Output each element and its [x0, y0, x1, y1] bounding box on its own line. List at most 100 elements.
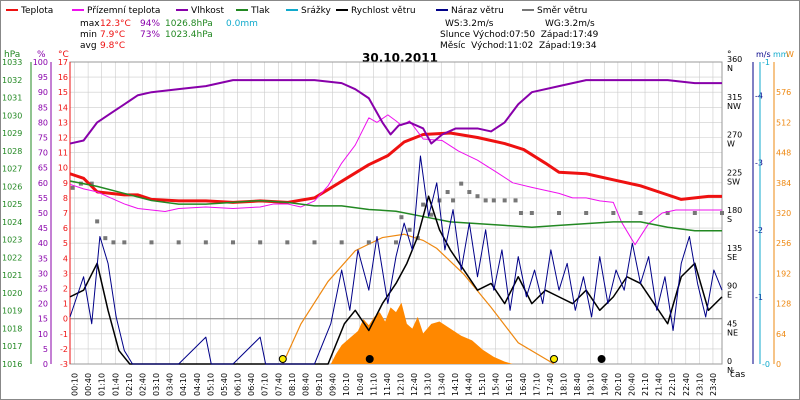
- humidity-tick: 100: [33, 58, 48, 67]
- direction-tick: 225: [727, 168, 742, 177]
- solar-unit: W: [786, 50, 794, 59]
- time-tick: 22:40: [682, 373, 691, 396]
- time-tick: 02:40: [138, 373, 147, 396]
- right-axes: ° m/s mmW0N45NE90E135SE180S225SW270W315NW3…: [727, 50, 794, 375]
- series-line: [69, 195, 723, 365]
- time-tick: 09:10: [315, 373, 324, 396]
- time-tick: 11:10: [369, 373, 378, 396]
- solar-tick: 192: [776, 269, 791, 278]
- time-tick: 09:40: [329, 373, 338, 396]
- sunrise-marker: [278, 355, 287, 363]
- time-tick: 20:10: [614, 373, 623, 396]
- stats-max-humidity: 94%: [140, 19, 160, 29]
- time-tick: 13:40: [437, 373, 446, 396]
- humidity-tick: 5: [43, 345, 48, 354]
- wind-direction-point: [557, 211, 561, 215]
- legend-label: Tlak: [250, 6, 271, 16]
- stats-min-temp: 7.9°C: [100, 30, 125, 40]
- wind-direction-point: [529, 211, 534, 215]
- temperature-tick: -3: [60, 360, 68, 369]
- time-tick: 10:10: [342, 373, 351, 396]
- solar-tick: 384: [776, 179, 791, 188]
- legend-label: Srážky: [301, 6, 332, 16]
- temperature-unit: °C: [58, 50, 69, 60]
- solar-radiation-area: [330, 302, 513, 364]
- stats-max-rain: 0.0mm: [226, 19, 258, 29]
- time-tick: 00:40: [84, 373, 93, 396]
- solar-tick: 576: [776, 88, 791, 97]
- legend-label: Přízemní teplota: [87, 6, 160, 16]
- wind-direction-point: [394, 240, 398, 245]
- wind-direction-point: [312, 240, 317, 245]
- wind-direction-point: [421, 202, 426, 207]
- humidity-tick: 75: [38, 134, 48, 143]
- temperature-tick: 17: [58, 58, 68, 67]
- wind-direction-point: [407, 227, 412, 232]
- time-tick: 01:10: [98, 373, 107, 396]
- temperature-tick: 13: [58, 118, 68, 127]
- time-tick: 08:10: [288, 373, 297, 396]
- wind-direction-point: [231, 240, 235, 245]
- wind-direction-point: [584, 211, 589, 215]
- humidity-tick: 45: [38, 224, 48, 233]
- humidity-tick: 70: [38, 149, 48, 158]
- time-tick: 07:40: [274, 373, 283, 396]
- pressure-tick: 1032: [2, 76, 22, 85]
- pressure-tick: 1017: [2, 342, 22, 351]
- temperature-tick: 9: [63, 179, 68, 188]
- time-axis: 00:10 00:40 01:10 01:40 02:10 02:40 03:10 03:40…: [71, 369, 746, 396]
- direction-tick-compass: NE: [727, 328, 738, 337]
- pressure-tick: 1025: [2, 200, 22, 209]
- direction-tick-compass: SW: [727, 177, 740, 186]
- time-tick: 04:40: [193, 373, 202, 396]
- temperature-tick: 11: [58, 149, 68, 158]
- pressure-tick: 1027: [2, 165, 22, 174]
- humidity-tick: 85: [38, 103, 48, 112]
- stats-ws: WS:3.2m/s: [445, 19, 494, 29]
- stats-max-label: max: [80, 19, 100, 29]
- time-tick: 11:40: [383, 373, 392, 396]
- pressure-tick: 1031: [2, 94, 22, 103]
- humidity-tick: 55: [38, 194, 48, 203]
- wind-direction-point: [518, 211, 523, 215]
- direction-tick: 135: [727, 244, 742, 253]
- humidity-tick: 60: [38, 179, 48, 188]
- series-line: [69, 114, 722, 246]
- time-tick: 13:10: [424, 373, 433, 396]
- time-tick: 10:40: [356, 373, 365, 396]
- direction-tick: 90: [727, 282, 737, 291]
- moonset-marker: [597, 355, 606, 363]
- stats-avg-temp: 9.8°C: [100, 41, 125, 51]
- wind-direction-point: [720, 211, 724, 215]
- wind-direction-point: [122, 240, 127, 245]
- temperature-tick: 14: [58, 103, 68, 112]
- solar-tick: 64: [776, 330, 786, 339]
- wind-direction-point: [665, 211, 670, 215]
- legend-label: Náraz větru: [451, 6, 504, 16]
- wind-direction-point: [445, 190, 450, 195]
- temperature-tick: 7: [63, 209, 68, 218]
- wind-direction-point: [366, 240, 371, 245]
- time-tick: 04:10: [179, 373, 188, 396]
- legend: Teplota Přízemní teplota Vlhkost Tlak Srážky…: [6, 6, 587, 16]
- wind-direction-point: [429, 212, 434, 217]
- series-line: [69, 79, 722, 145]
- wind-direction-point: [399, 215, 404, 220]
- pressure-tick: 1026: [2, 182, 22, 191]
- time-tick: 06:40: [247, 373, 256, 396]
- wind-direction-point: [89, 181, 94, 186]
- humidity-tick: 95: [38, 73, 48, 82]
- temperature-tick: 15: [58, 88, 68, 97]
- time-tick: 17:40: [546, 373, 555, 396]
- time-tick: 14:10: [451, 373, 460, 396]
- wind-direction-point: [258, 240, 263, 245]
- temperature-tick: 8: [63, 194, 68, 203]
- time-tick: 23:10: [695, 373, 704, 396]
- wind-direction-point: [111, 240, 116, 245]
- direction-tick-compass: SE: [727, 253, 737, 262]
- wind-direction-point: [611, 211, 616, 215]
- temperature-tick: 0: [63, 315, 68, 324]
- pressure-tick: 1023: [2, 236, 22, 245]
- time-tick: 19:40: [600, 373, 609, 396]
